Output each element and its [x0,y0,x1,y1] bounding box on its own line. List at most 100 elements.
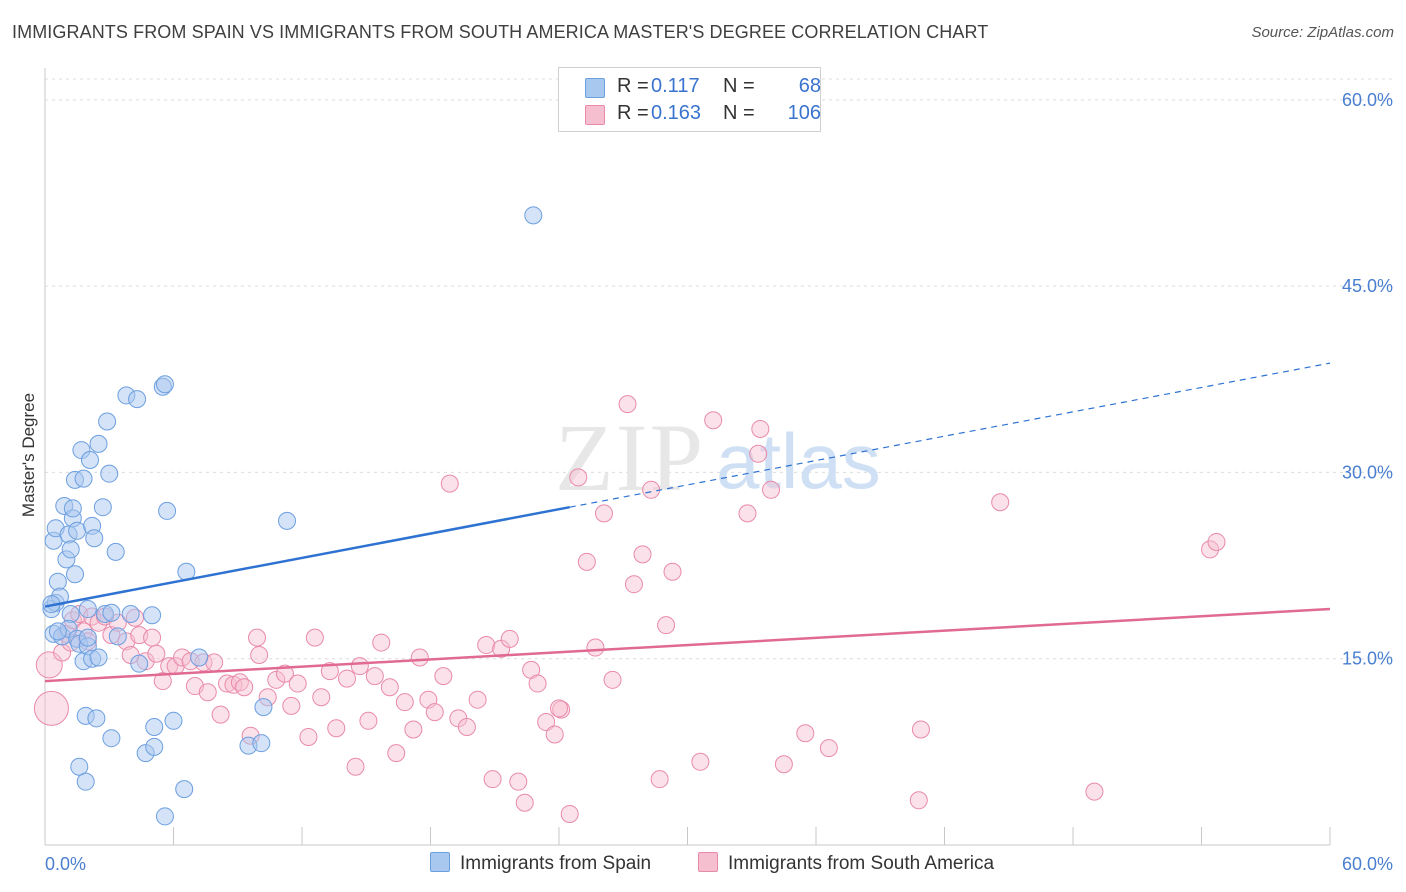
data-point-south-america [248,628,267,647]
data-point-south-america [312,688,331,707]
data-point-spain [80,451,99,469]
y-tick-label: 30.0% [1342,462,1393,482]
series-spain [42,206,543,826]
data-point-spain [145,718,164,737]
data-point-spain [190,648,209,667]
data-point-south-america [819,739,838,758]
data-point-south-america [305,628,324,647]
data-point-spain [155,375,174,394]
data-point-south-america [560,804,579,823]
data-point-spain [278,511,297,530]
bottom-legend-label-south-america: Immigrants from South America [728,853,995,874]
data-point-south-america [603,670,622,689]
data-point-south-america [365,667,384,686]
data-point-south-america [911,720,930,739]
data-point-south-america [275,664,294,683]
axes [44,68,1331,846]
data-point-spain [98,412,117,431]
data-point-south-america [380,678,399,697]
data-point-south-america [618,395,637,414]
data-point-spain [158,501,177,520]
data-point-south-america [528,674,547,693]
data-point-south-america [288,674,307,693]
data-point-south-america [299,727,318,746]
data-point-spain [87,709,106,728]
bottom-legend-swatch-spain [430,852,450,872]
data-point-south-america [468,690,487,709]
watermark: ZIP atlas [555,404,881,511]
data-point-spain [85,529,104,548]
correlation-legend: R = 0.117 N = 68 R = 0.163 N = 106 [558,67,821,132]
data-point-south-america [751,419,770,438]
x-tick-label: 60.0% [1342,854,1393,874]
data-point-south-america [395,693,414,712]
y-tick-label: 15.0% [1342,649,1393,669]
legend-n-label: N = [723,102,755,124]
data-point-spain [78,600,97,619]
data-point-spain [63,499,82,518]
data-point-south-america [477,636,496,655]
data-point-spain [78,628,97,647]
data-point-south-america [205,653,224,672]
bottom-legend-swatch-south-america [698,852,718,872]
data-point-spain [145,737,164,756]
data-point-south-america [483,770,502,789]
data-point-spain [524,206,543,225]
data-point-south-america [211,705,230,724]
data-point-south-america [372,633,391,652]
data-point-spain [121,605,140,623]
data-point-south-america [327,719,346,738]
data-point-south-america [33,690,69,726]
data-point-spain [106,542,125,561]
data-point-south-america [663,562,682,581]
data-point-spain [252,734,271,753]
data-point-spain [74,469,93,488]
data-point-spain [143,606,162,625]
legend-r-label: R = [617,75,649,97]
data-point-south-america [346,757,365,776]
data-point-spain [100,464,119,483]
data-point-spain [128,390,147,409]
data-point-south-america [147,644,166,663]
source-credit: Source: ZipAtlas.com [1251,24,1394,41]
data-point-spain [89,434,108,453]
series-south-america [33,395,1226,823]
data-point-south-america [440,474,459,493]
data-point-south-america [250,645,269,664]
data-point-south-america [774,755,793,774]
data-point-south-america [704,411,723,430]
data-point-south-america [577,552,596,571]
data-point-spain [65,565,84,584]
trendline-spain-projection [569,362,1331,508]
data-point-south-america [738,504,757,523]
trendline-south-america [44,607,1331,683]
legend-r-value: 0.117 [651,75,700,97]
y-tick-labels: 15.0% 30.0% 45.0% 60.0% [1342,90,1393,669]
gridlines [45,78,1395,660]
data-point-south-america [749,444,768,463]
data-point-south-america [337,669,356,688]
data-point-south-america [218,674,237,693]
data-point-spain [175,780,194,799]
data-point-spain [48,622,67,641]
data-point-south-america [198,683,217,702]
data-point-south-america [1085,782,1104,801]
data-point-spain [76,772,95,791]
data-point-south-america [537,713,556,732]
data-point-south-america [691,752,710,771]
data-point-south-america [762,480,781,499]
data-point-south-america [457,718,476,737]
data-point-south-america [594,504,613,523]
data-point-spain [61,605,80,623]
data-point-south-america [796,724,815,743]
data-point-south-america [410,648,429,667]
data-point-south-america [235,678,254,697]
data-point-south-america [350,657,369,676]
data-point-spain [68,521,87,540]
data-point-south-america [500,629,519,648]
data-point-south-america [545,725,564,744]
data-point-spain [130,654,149,673]
bottom-legend-south-america: Immigrants from South America [698,852,994,875]
data-point-south-america [624,575,643,594]
data-point-south-america [509,772,528,791]
